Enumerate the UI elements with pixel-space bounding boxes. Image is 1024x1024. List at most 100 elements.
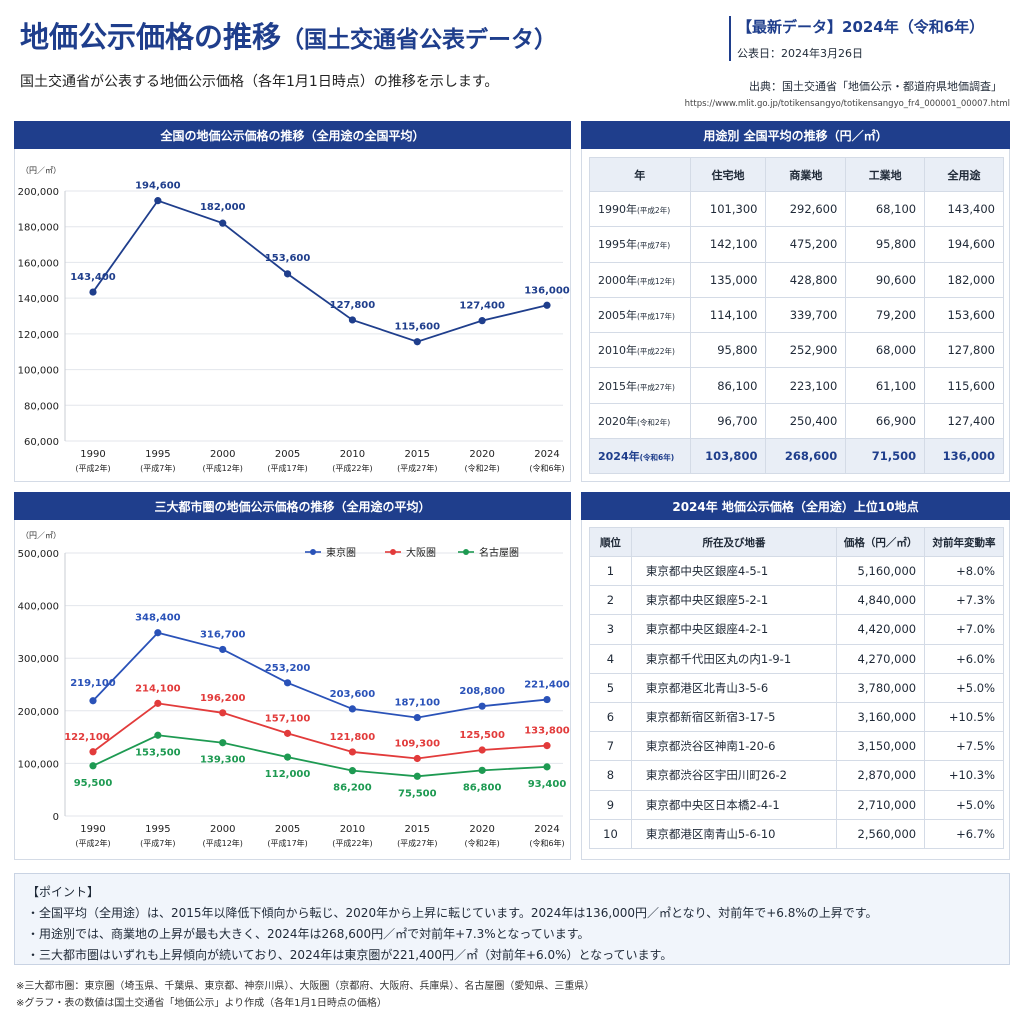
data-point [89,748,97,756]
data-label: 219,100 [70,678,116,689]
table-cell: 2 [589,585,632,616]
table-cell: 6 [589,701,632,733]
value-cell: 86,100 [689,367,767,404]
y-tick-label: 80,000 [24,401,59,412]
value-cell: 115,600 [924,367,1004,404]
table-cell: +7.0% [924,614,1004,645]
value-cell: 136,000 [924,438,1004,475]
data-point [543,763,551,771]
x-tick-sublabel: (平成22年) [332,463,372,473]
x-tick-label: 1995 [145,824,170,835]
data-label: 125,500 [459,730,505,741]
table-cell: 10 [589,818,632,849]
point-item-3: ・三大都市圏はいずれも上昇傾向が続いており、2024年は東京圏が221,400円… [27,948,673,962]
metro-line-chart: （円／㎡） 0 100,000 200,000 300,000 400,000 500,00… [18,531,570,848]
data-point [154,699,162,707]
data-label: 115,600 [395,322,441,333]
national-chart-panel: （円／㎡） 60,000 80,000 100,000 120,000 140,000 16… [14,149,571,482]
data-point [543,301,551,309]
y-tick-label: 160,000 [18,258,59,269]
y-tick-label: 200,000 [18,707,59,718]
data-label: 316,700 [200,629,246,640]
table-cell: 8 [589,760,632,791]
year-cell: 2015年(平成27年) [589,367,691,404]
source-box: 出典：国土交通省「地価公示・都道府県地価調査」 https://www.mlit… [685,78,1010,109]
data-label: 153,600 [265,253,311,264]
data-label: 127,800 [330,300,376,311]
data-point [478,317,486,325]
year-cell: 2000年(平成12年) [589,261,691,298]
table-row: 7 東京都渋谷区神南1-20-6 3,150,000 +7.5% [589,731,1004,762]
table-cell: 東京都渋谷区宇田川町26-2 [630,760,838,791]
table-cell: 1 [589,555,632,587]
source-text: 出典：国土交通省「地価公示・都道府県地価調査」 [749,80,1002,93]
data-point [89,288,97,296]
x-tick-sublabel: (平成17年) [267,463,307,473]
data-point [413,713,421,722]
y-tick-label: 100,000 [18,366,59,377]
value-cell: 475,200 [765,226,847,263]
table-header-cell: 対前年変動率 [924,527,1004,557]
table-row: 2 東京都中央区銀座5-2-1 4,840,000 +7.3% [589,585,1004,616]
value-cell: 143,400 [924,190,1004,228]
table-cell: 東京都港区南青山5-6-10 [630,818,838,849]
y-unit-label: （円／㎡） [21,531,61,540]
x-tick-sublabel: (平成7年) [140,838,175,848]
x-tick-label: 2015 [405,449,430,460]
year-cell: 1995年(平成7年) [589,226,691,263]
year-cell: 2024年(令和6年) [589,438,691,475]
table-cell: 2,560,000 [836,818,926,849]
x-tick-sublabel: (平成27年) [397,838,437,848]
data-label: 139,300 [200,755,246,766]
title-main: 地価公示価格の推移 [20,20,282,54]
x-tick-sublabel: (平成17年) [267,838,307,848]
points-title: 【ポイント】 [27,885,100,899]
y-tick-label: 140,000 [18,294,59,305]
source-url[interactable]: https://www.mlit.go.jp/totikensangyo/tot… [684,99,1010,109]
table-header-cell: 年 [589,157,691,192]
series-line-0 [92,199,548,343]
table-cell: 東京都港区北青山3-5-6 [630,672,838,703]
title-sub: （国土交通省公表データ） [281,27,558,53]
data-point [89,762,97,770]
table-header-cell: 工業地 [845,157,926,192]
value-cell: 339,700 [765,296,847,334]
table-cell: 5 [589,672,632,703]
table-cell: 7 [589,731,632,762]
data-point [283,729,292,737]
data-label: 253,200 [265,663,311,674]
value-cell: 153,600 [924,296,1004,334]
data-point [219,709,227,717]
table-cell: 3,160,000 [836,701,926,733]
metro-chart-panel: （円／㎡） 0 100,000 200,000 300,000 400,000 500,00… [14,520,571,860]
table-row: 2000年(平成12年) 135,000 428,800 90,600 182,000 [589,261,1004,298]
table-cell: +7.3% [924,585,1004,616]
data-label: 214,100 [135,683,181,694]
data-point [413,338,421,346]
data-label: 348,400 [135,613,181,624]
table-cell: +6.7% [924,818,1004,849]
data-label: 93,400 [528,779,567,790]
points-box: 【ポイント】 ・全国平均（全用途）は、2015年以降低下傾向から転じ、2020年… [14,873,1010,965]
legend-marker [310,549,316,555]
table-cell: 9 [589,789,632,820]
point-item-1: ・全国平均（全用途）は、2015年以降低下傾向から転じ、2020年から上昇に転じ… [27,906,878,920]
data-label: 122,100 [64,732,110,743]
value-cell: 95,800 [689,332,767,369]
data-point [413,754,421,763]
y-tick-label: 180,000 [18,223,59,234]
table-header-cell: 全用途 [924,157,1004,192]
data-label: 182,000 [200,202,246,213]
data-point [219,739,227,747]
table-cell: +10.5% [924,701,1004,733]
table-cell: 東京都千代田区丸の内1-9-1 [630,643,838,674]
intro-text: 国土交通省が公表する地価公示価格（各年1月1日時点）の推移を示します。 [20,74,499,90]
x-tick-sublabel: (令和6年) [529,463,564,473]
value-cell: 96,700 [689,402,767,440]
data-label: 86,800 [463,782,502,793]
table-cell: 東京都新宿区新宿3-17-5 [630,701,838,733]
data-point [154,629,162,637]
x-tick-label: 1995 [145,449,170,460]
data-label: 221,400 [524,680,570,691]
data-point [154,731,162,739]
